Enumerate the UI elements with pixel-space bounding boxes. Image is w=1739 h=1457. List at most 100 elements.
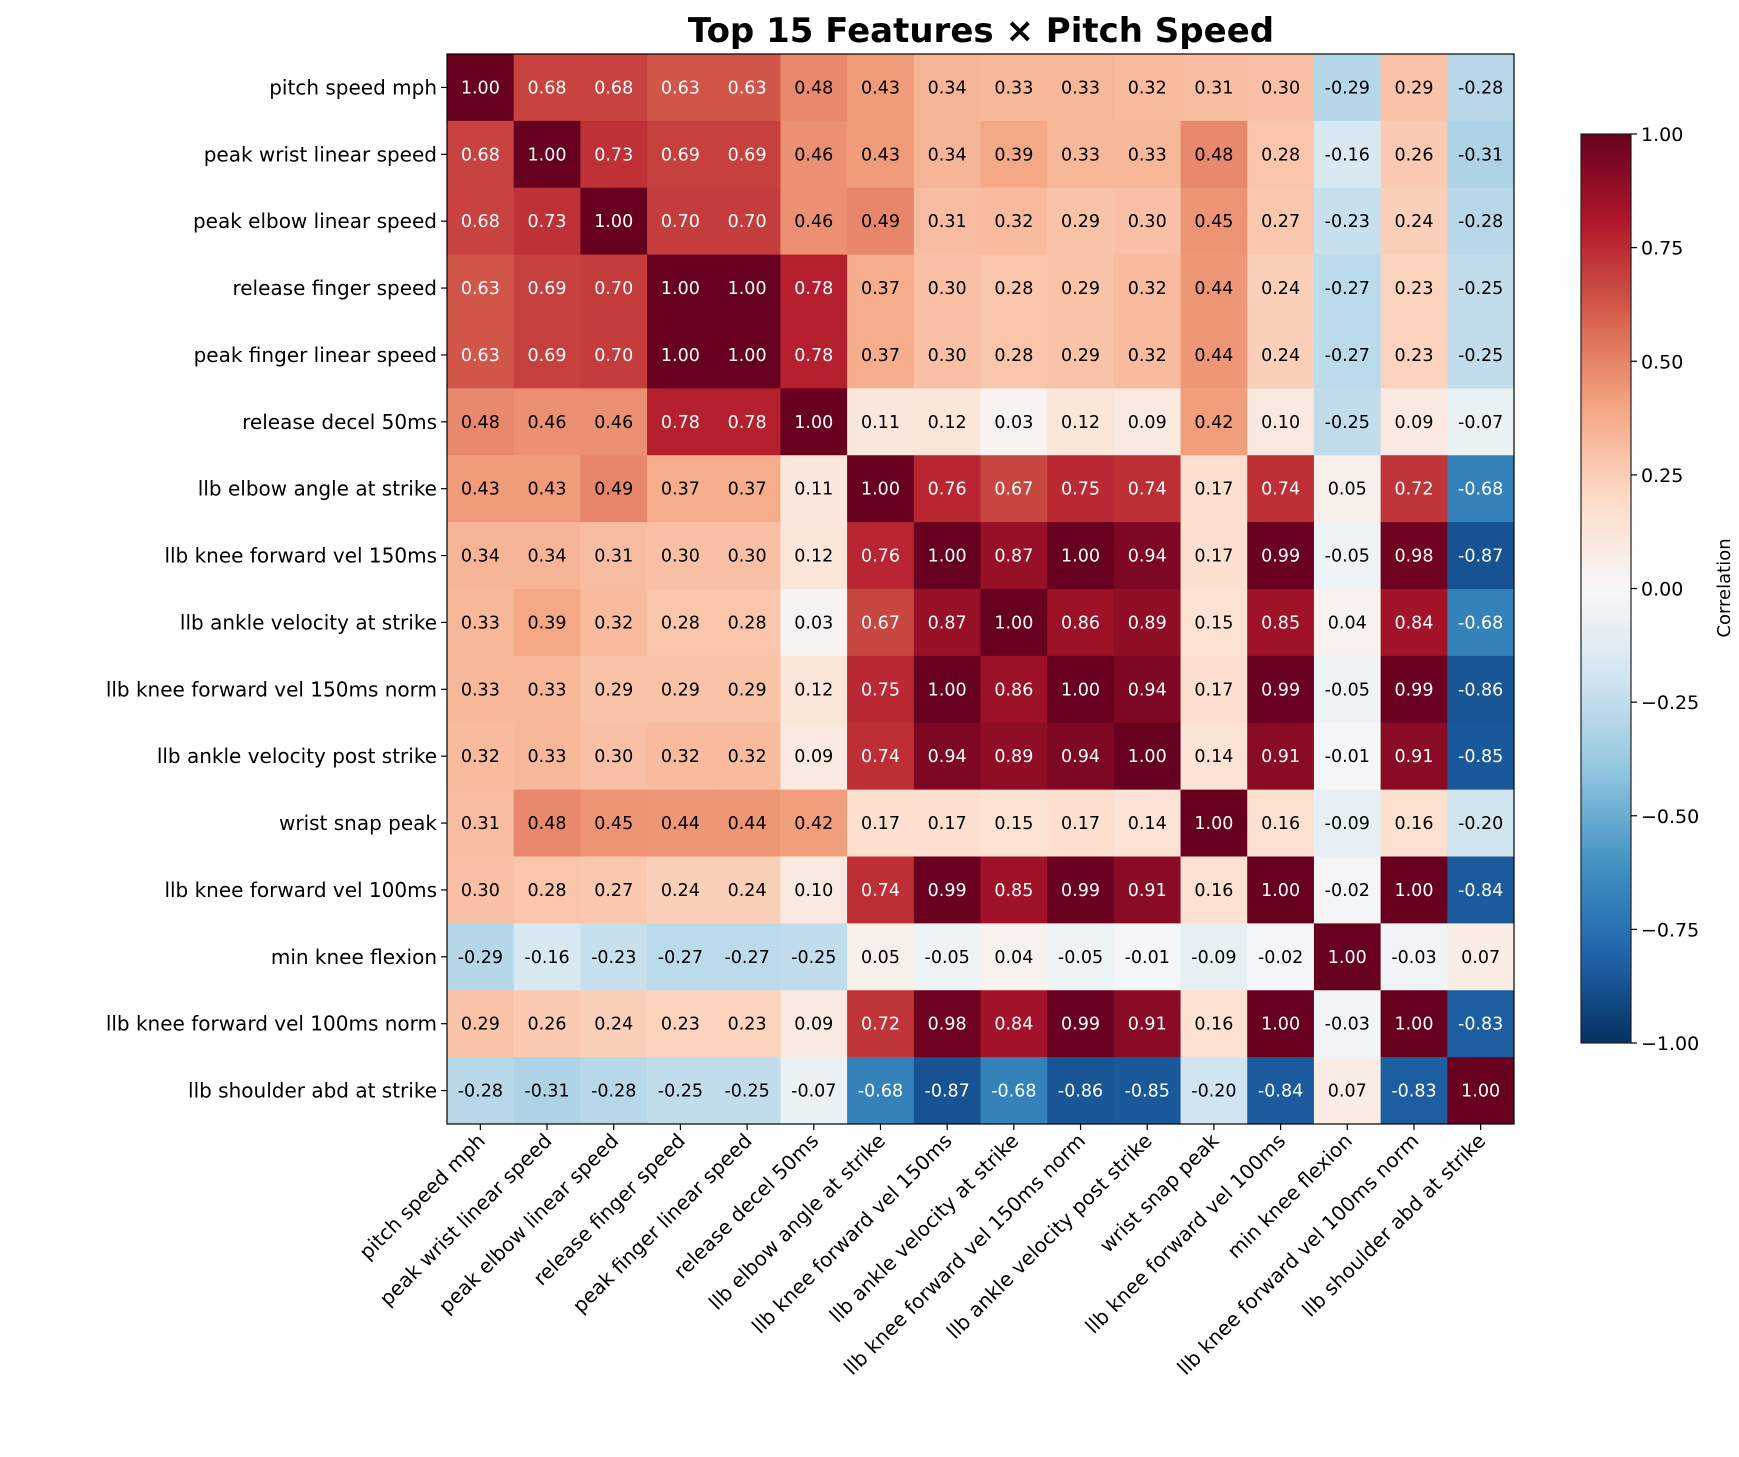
cell-value-label: 0.29 [1061,346,1100,366]
cell-value-label: 0.33 [528,747,567,767]
cell-value-label: 0.23 [661,1015,700,1035]
cell-value-label: 0.14 [1194,747,1233,767]
cell-value-label: 0.31 [461,814,500,834]
cell-value-label: 1.00 [1128,747,1167,767]
colorbar-gradient [1580,133,1632,1044]
cell-value-label: 0.23 [1394,346,1433,366]
cell-value-label: 0.70 [661,212,700,232]
heatmap-cell [1380,522,1448,590]
y-tick-label: wrist snap peak [279,811,437,835]
cell-value-label: 0.34 [528,547,567,567]
heatmap-cell [1447,923,1515,991]
cell-value-label: 1.00 [1328,948,1367,968]
heatmap-cell [647,1057,715,1125]
cell-value-label: 0.94 [1128,680,1167,700]
cell-value-label: 0.37 [728,480,767,500]
heatmap-cell [1313,455,1382,523]
heatmap-cell [1313,589,1382,657]
cell-value-label: 0.12 [1061,413,1100,433]
cell-value-label: 0.28 [1261,145,1300,165]
cell-value-label: 0.34 [461,547,500,567]
heatmap-cell [980,655,1048,724]
heatmap-cell [1113,522,1182,590]
heatmap-cell [713,1057,781,1125]
cell-value-label: -0.84 [1258,1082,1303,1102]
cell-value-label: 0.24 [728,881,767,901]
cell-value-label: 0.78 [728,413,767,433]
heatmap-cell [1313,522,1382,590]
cell-value-label: 0.70 [594,279,633,299]
cell-value-label: 0.16 [1261,814,1300,834]
cell-value-label: 0.29 [1061,212,1100,232]
heatmap-cell [913,589,981,657]
cell-value-label: 0.24 [1261,279,1300,299]
colorbar-tick-label: 0.75 [1641,238,1683,260]
cell-value-label: -0.02 [1258,948,1303,968]
cell-value-label: 0.46 [794,212,833,232]
cell-value-label: -0.27 [724,948,769,968]
cell-value-label: 0.69 [728,145,767,165]
cell-value-label: 0.44 [728,814,767,834]
heatmap-cell [780,522,848,590]
cell-value-label: -0.25 [1325,413,1370,433]
cell-value-label: 0.69 [528,346,567,366]
heatmap-cell [580,589,648,657]
heatmap-cell [447,321,515,389]
heatmap-cell [580,187,648,256]
heatmap-cell [1113,388,1182,456]
colorbar-tick-label: 0.25 [1641,465,1683,487]
heatmap-cell [647,856,715,924]
cell-value-label: -0.27 [658,948,703,968]
heatmap-cell [913,990,981,1058]
heatmap-cell [1047,321,1115,389]
cell-value-label: 0.32 [1128,346,1167,366]
heatmap-cell [713,54,781,122]
colorbar-tick-label: 0.50 [1641,351,1683,373]
cell-value-label: -0.28 [591,1082,636,1102]
cell-value-label: 1.00 [928,547,967,567]
heatmap-cell [1380,388,1448,456]
cell-value-label: 0.24 [661,881,700,901]
heatmap-cell [1180,321,1248,389]
cell-value-label: 0.42 [1194,413,1233,433]
cell-value-label: 0.67 [861,613,900,633]
heatmap-cell [1247,254,1315,322]
cell-value-label: 0.26 [1394,145,1433,165]
cell-value-label: 0.30 [1128,212,1167,232]
heatmap-cell [580,923,648,991]
cell-value-label: -0.68 [1458,480,1503,500]
heatmap-cell [447,923,515,991]
cell-value-label: 0.27 [1261,212,1300,232]
heatmap-cell [780,54,848,122]
heatmap-cell [1380,990,1448,1058]
heatmap-cell [580,856,648,924]
colorbar-tick-label: −0.25 [1641,692,1699,714]
heatmap-cell [447,455,515,523]
cell-value-label: 1.00 [728,346,767,366]
cell-value-label: -0.01 [1125,948,1170,968]
y-tick-label: llb elbow angle at strike [198,477,437,501]
cell-value-label: 1.00 [661,279,700,299]
cell-value-label: 0.23 [728,1015,767,1035]
cell-value-label: 0.84 [1394,613,1433,633]
heatmap-cell [913,722,981,791]
cell-value-label: 0.89 [994,747,1033,767]
cell-value-label: 0.28 [994,346,1033,366]
heatmap-cell [980,254,1048,322]
heatmap-cell [513,455,581,523]
heatmap-cell [980,120,1048,189]
heatmap-cell [1047,522,1115,590]
y-tick-label: llb knee forward vel 100ms norm [106,1012,437,1036]
cell-value-label: 0.70 [728,212,767,232]
heatmap-cell [1113,856,1182,924]
cell-value-label: 0.91 [1261,747,1300,767]
heatmap-cell [1113,923,1182,991]
cell-value-label: -0.31 [524,1082,569,1102]
heatmap-cell [513,187,581,256]
cell-value-label: 0.30 [928,346,967,366]
heatmap-cell [447,722,515,791]
heatmap-cell [1180,789,1248,857]
cell-value-label: 0.70 [594,346,633,366]
heatmap-cell [780,388,848,456]
heatmap-cell [1313,856,1382,924]
